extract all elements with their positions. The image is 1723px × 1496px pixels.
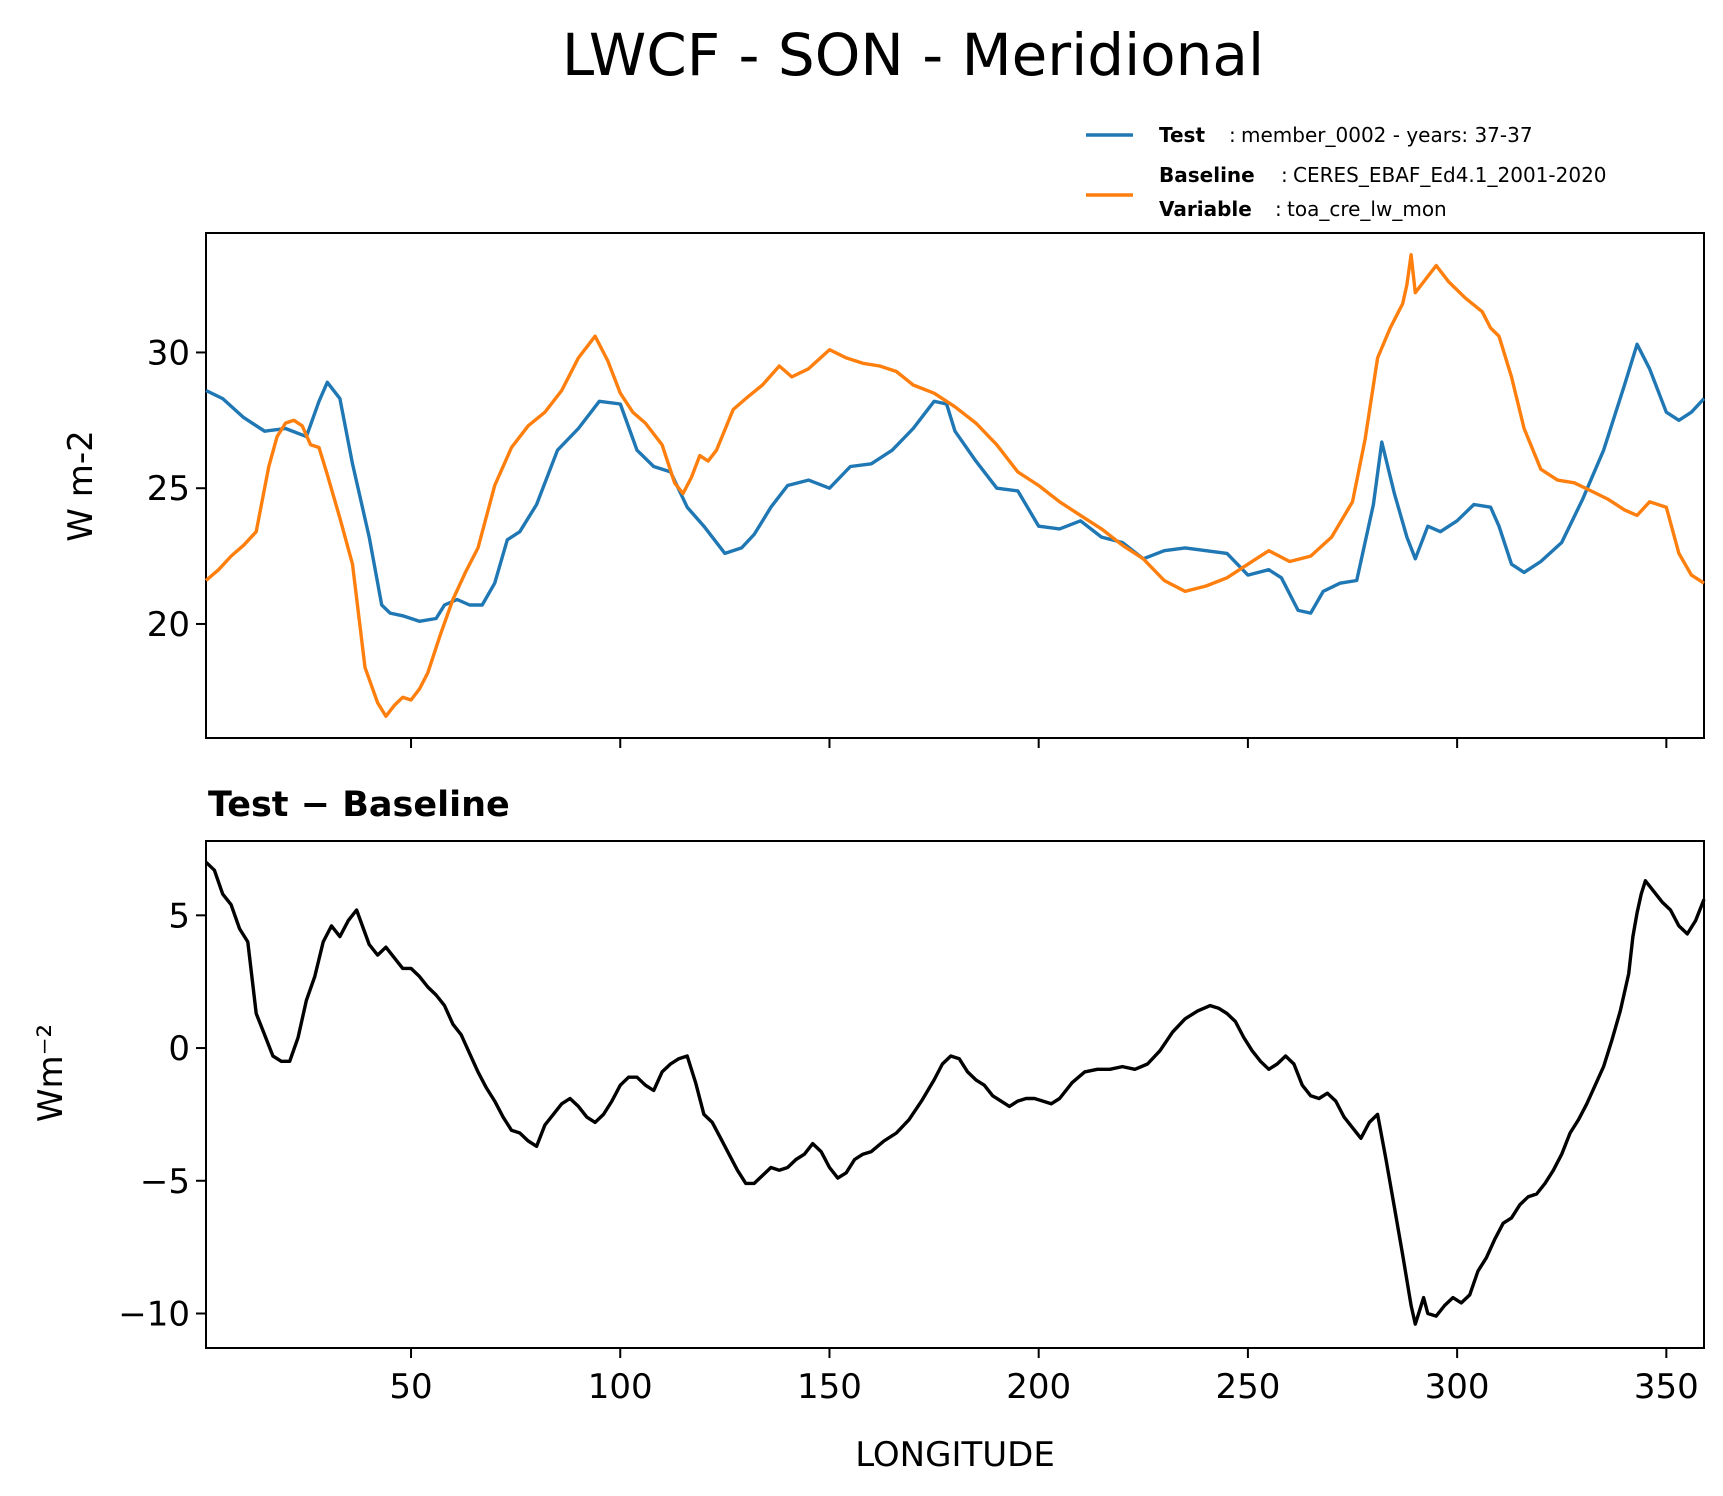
chart-title: LWCF - SON - Meridional	[562, 21, 1264, 89]
top-y-axis-label: W m-2	[61, 430, 101, 541]
legend-variable-label: Variable	[1159, 197, 1252, 221]
x-tick-label: 200	[1006, 1367, 1071, 1407]
bottom-y-tick-label: 5	[168, 896, 190, 936]
bottom-y-tick-label: −10	[118, 1294, 190, 1334]
legend-baseline-text: CERES_EBAF_Ed4.1_2001-2020	[1293, 163, 1607, 187]
x-tick-label: 300	[1425, 1367, 1490, 1407]
top-y-tick-label: 30	[147, 333, 190, 373]
legend-test-text: member_0002 - years: 37-37	[1241, 123, 1533, 147]
bottom-y-ticks: 5 0 −5 −10	[118, 896, 206, 1334]
top-panel: 20 25 30 W m-2	[61, 232, 1706, 748]
top-y-tick-label: 25	[147, 469, 190, 509]
bottom-panel: Test − Baseline 50−5−10 50 100 150 200 250 30…	[31, 785, 1706, 1475]
legend-variable-text: toa_cre_lw_mon	[1287, 197, 1447, 221]
legend-test-colon: :	[1229, 123, 1236, 147]
bottom-panel-frame	[205, 840, 1705, 1349]
top-x-ticks	[410, 738, 1668, 748]
x-axis-label: LONGITUDE	[855, 1435, 1055, 1475]
x-tick-label: 100	[588, 1367, 653, 1407]
series-line-test	[205, 342, 1706, 623]
series-line-baseline	[204, 252, 1705, 718]
bottom-x-ticks: 50 100 150 200 250 300 350	[389, 1348, 1699, 1407]
x-tick-label: 250	[1215, 1367, 1280, 1407]
bottom-y-tick-label: 0	[168, 1029, 190, 1069]
legend-test-label: Test	[1159, 123, 1205, 147]
bottom-panel-subtitle: Test − Baseline	[208, 785, 510, 825]
top-series-lines	[204, 252, 1706, 718]
x-tick-label: 150	[797, 1367, 862, 1407]
x-tick-label: 50	[389, 1367, 432, 1407]
series-line-test-baseline	[204, 860, 1706, 1326]
legend: Test : member_0002 - years: 37-37 Baseli…	[1086, 123, 1607, 221]
legend-baseline-colon: :	[1281, 163, 1288, 187]
legend-baseline-label: Baseline	[1159, 163, 1255, 187]
bottom-series-lines	[204, 860, 1706, 1326]
x-tick-label: 350	[1634, 1367, 1699, 1407]
bottom-y-axis-label: Wm⁻²	[31, 1024, 71, 1122]
bottom-y-tick-label: −5	[140, 1162, 190, 1202]
top-y-tick-label: 20	[147, 605, 190, 645]
legend-variable-colon: :	[1275, 197, 1282, 221]
top-y-ticks: 20 25 30	[147, 333, 206, 645]
top-panel-frame	[205, 232, 1705, 739]
